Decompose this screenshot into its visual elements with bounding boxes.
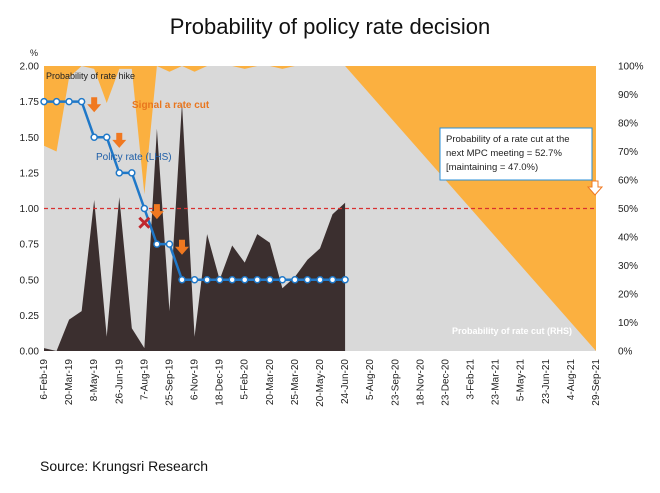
- policy-rate-point: [77, 97, 86, 106]
- policy-rate-point: [128, 169, 136, 177]
- right-tick-label: 0%: [618, 347, 633, 358]
- policy-rate-point: [328, 276, 337, 284]
- x-tick-label: 23-Sep-20: [390, 359, 401, 406]
- x-tick-label: 18-Dec-19: [215, 359, 226, 406]
- left-tick-label: 0.50: [20, 275, 40, 286]
- right-tick-label: 70%: [618, 147, 638, 158]
- x-tick-label: 3-Feb-21: [466, 359, 477, 400]
- right-tick-label: 80%: [618, 119, 638, 130]
- left-tick-label: 2.00: [20, 62, 40, 73]
- policy-rate-point: [140, 204, 149, 213]
- policy-rate-point: [178, 276, 186, 284]
- hike-label: Probability of rate hike: [46, 71, 135, 81]
- signal-arrow-icon: [175, 239, 189, 255]
- left-tick-label: 1.25: [20, 168, 40, 179]
- policy-rate-point: [278, 276, 287, 284]
- left-tick-label: 0.75: [20, 240, 40, 251]
- policy-rate-point: [52, 97, 61, 106]
- policy-rate-point: [102, 133, 111, 141]
- cut-area: [44, 103, 346, 351]
- right-tick-label: 100%: [618, 62, 644, 73]
- x-tick-label: 20-Mar-19: [64, 359, 75, 406]
- right-tick-label: 10%: [618, 318, 638, 329]
- policy-rate-point: [240, 276, 249, 284]
- left-tick-label: 1.00: [20, 204, 40, 215]
- x-tick-label: 6-Feb-19: [39, 359, 50, 400]
- right-tick-label: 90%: [618, 90, 638, 101]
- x-tick-label: 23-Jun-21: [541, 359, 552, 404]
- callout-line-1: Probability of a rate cut at the: [446, 134, 570, 145]
- x-tick-label: 25-Sep-19: [164, 359, 175, 406]
- policy-rate-point: [40, 97, 48, 106]
- policy-rate-point: [190, 276, 199, 284]
- callout-line-2: next MPC meeting = 52.7%: [446, 148, 562, 159]
- x-tick-label: 29-Sep-21: [591, 359, 602, 406]
- right-tick-label: 60%: [618, 176, 638, 187]
- policy-rate-point: [65, 97, 73, 106]
- policy-rate-point: [115, 169, 124, 177]
- left-tick-label: 1.75: [20, 97, 40, 108]
- callout-line-3: [maintaining = 47.0%): [446, 162, 538, 173]
- right-tick-label: 40%: [618, 233, 638, 244]
- cross-marker-icon: [138, 216, 151, 229]
- right-tick-label: 50%: [618, 204, 638, 215]
- x-tick-label: 20-Mar-20: [265, 359, 276, 406]
- signal-arrow-icon: [87, 97, 102, 113]
- callout-arrow-icon: [586, 180, 604, 196]
- policy-rate-point: [303, 276, 312, 284]
- policy-rate-point: [165, 240, 174, 248]
- policy-rate-point: [341, 276, 349, 284]
- source-note: Source: Krungsri Research: [40, 458, 209, 474]
- x-tick-label: 5-Feb-20: [240, 359, 251, 400]
- signal-label: Signal a rate cut: [132, 100, 210, 111]
- policy-rate-point: [90, 133, 98, 141]
- left-tick-label: 0.00: [20, 347, 40, 358]
- left-tick-label: 1.50: [20, 133, 40, 144]
- signal-arrow-icon: [112, 132, 127, 148]
- chart-title: Probability of policy rate decision: [169, 14, 491, 39]
- x-tick-label: 6-Nov-19: [190, 359, 201, 401]
- policy-rate-point: [253, 276, 262, 284]
- x-tick-label: 23-Dec-20: [440, 359, 451, 406]
- x-tick-label: 25-Mar-20: [290, 359, 301, 406]
- x-tick-label: 18-Nov-20: [415, 359, 426, 406]
- right-tick-label: 20%: [618, 290, 638, 301]
- x-tick-label: 5-May-21: [516, 359, 527, 402]
- policy-label: Policy rate (LHS): [96, 152, 172, 163]
- x-tick-label: 4-Aug-21: [566, 359, 577, 401]
- signal-arrow-icon: [149, 204, 164, 220]
- x-tick-label: 8-May-19: [89, 359, 100, 402]
- policy-rate-point: [291, 276, 299, 284]
- left-tick-label: 0.25: [20, 311, 40, 322]
- policy-rate-point: [215, 276, 224, 284]
- x-tick-label: 26-Jun-19: [114, 359, 125, 404]
- policy-rate-point: [316, 276, 324, 284]
- right-tick-label: 30%: [618, 261, 638, 272]
- x-tick-label: 5-Aug-20: [365, 359, 376, 401]
- callout-box: [439, 127, 593, 181]
- cut-label: Probability of rate cut (RHS): [452, 326, 572, 336]
- policy-rate-point: [266, 276, 274, 284]
- policy-rate-point: [153, 240, 161, 248]
- x-tick-label: 20-May-20: [315, 359, 326, 407]
- x-tick-label: 24-Jun-20: [340, 359, 351, 404]
- x-tick-label: 23-Mar-21: [491, 359, 502, 406]
- policy-rate-point: [228, 276, 236, 284]
- x-tick-label: 7-Aug-19: [139, 359, 150, 401]
- left-axis-unit: %: [30, 48, 38, 58]
- policy-rate-point: [203, 276, 211, 284]
